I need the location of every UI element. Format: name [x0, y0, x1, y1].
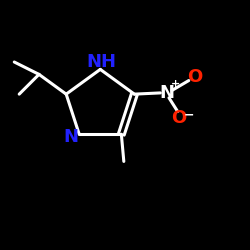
Text: +: + [171, 79, 180, 89]
Text: N: N [63, 128, 78, 146]
Text: NH: NH [86, 53, 117, 71]
Text: N: N [159, 84, 174, 102]
Text: −: − [184, 109, 194, 122]
Text: O: O [187, 68, 202, 86]
Text: O: O [171, 109, 186, 127]
